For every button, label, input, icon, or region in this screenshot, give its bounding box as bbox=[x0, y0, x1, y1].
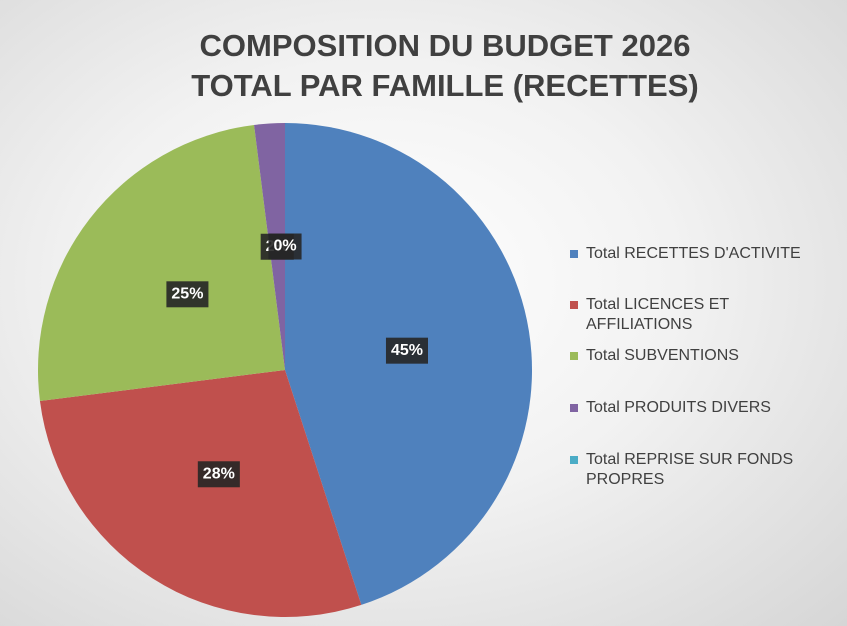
legend-swatch bbox=[570, 404, 578, 412]
legend-swatch bbox=[570, 250, 578, 258]
data-label: 0% bbox=[273, 238, 296, 255]
data-label-box bbox=[166, 281, 209, 308]
data-label-box bbox=[197, 461, 240, 488]
legend-label: Total SUBVENTIONS bbox=[586, 347, 739, 364]
legend-swatch bbox=[570, 456, 578, 464]
pie-slice bbox=[285, 123, 532, 605]
legend-swatch bbox=[570, 301, 578, 309]
data-label: 25% bbox=[171, 286, 203, 303]
legend-entry: Total RECETTES D'ACTIVITE bbox=[570, 244, 838, 264]
data-label-box bbox=[385, 337, 428, 364]
legend-label: Total REPRISE SUR FONDS PROPRES bbox=[586, 451, 794, 488]
data-label-box bbox=[268, 233, 302, 260]
legend-entry: Total LICENCES ET AFFILIATIONS bbox=[570, 295, 838, 335]
chart-title: COMPOSITION DU BUDGET 2026 TOTAL PAR FAM… bbox=[191, 28, 699, 103]
legend-label: Total LICENCES ET AFFILIATIONS bbox=[586, 296, 729, 333]
legend-entry: Total REPRISE SUR FONDS PROPRES bbox=[570, 450, 838, 490]
data-label: 45% bbox=[391, 342, 423, 359]
legend-swatch bbox=[570, 352, 578, 360]
pie-slice bbox=[39, 370, 362, 617]
data-label: 28% bbox=[203, 465, 235, 482]
legend-entry: Total SUBVENTIONS bbox=[570, 346, 838, 366]
legend-label: Total RECETTES D'ACTIVITE bbox=[586, 245, 801, 262]
legend-entry: Total PRODUITS DIVERS bbox=[570, 398, 838, 418]
pie-slice bbox=[37, 124, 285, 401]
legend-label: Total PRODUITS DIVERS bbox=[586, 399, 771, 416]
